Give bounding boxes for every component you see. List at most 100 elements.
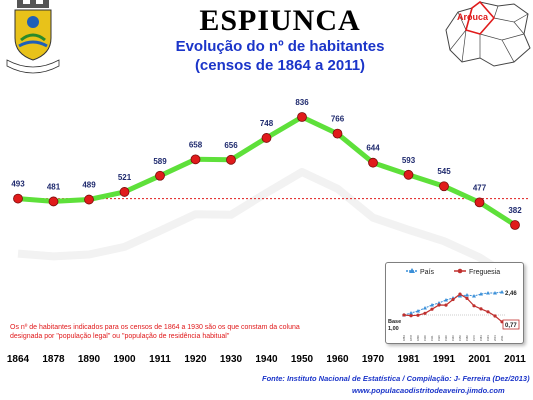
inset-x-tick-label: 2001	[493, 335, 497, 341]
inset-x-tick-label: 1991	[486, 335, 490, 341]
inset-point-pais	[430, 303, 434, 307]
legend-marker-pais	[409, 268, 415, 273]
inset-point-freguesia	[472, 304, 476, 308]
data-point	[297, 112, 307, 122]
inset-point-freguesia	[486, 310, 490, 314]
map-label: Arouca	[457, 12, 489, 22]
inset-point-freguesia	[493, 314, 497, 318]
source-footer: Fonte: Instituto Nacional de Estatística…	[262, 374, 530, 383]
x-tick-label: 1940	[255, 354, 278, 365]
data-label: 748	[260, 119, 274, 128]
legend-marker-freguesia	[457, 268, 463, 274]
inset-point-pais	[458, 294, 462, 298]
inset-point-freguesia	[402, 313, 406, 317]
inset-x-tick-label: 1940	[451, 335, 455, 341]
data-point	[48, 196, 59, 207]
x-tick-label: 1900	[113, 354, 136, 365]
inset-end-box-freguesia	[502, 319, 520, 330]
inset-point-freguesia	[458, 292, 462, 296]
inset-point-pais	[486, 291, 490, 295]
data-point	[84, 194, 94, 205]
inset-point-freguesia	[451, 297, 455, 302]
locator-map: Arouca	[440, 0, 533, 72]
website-footer: www.populacaodistritodeaveiro.jimdo.com	[352, 386, 505, 395]
inset-point-pais	[423, 306, 427, 310]
inset-x-tick-label: 1981	[479, 335, 483, 341]
data-label: 766	[331, 115, 345, 124]
inset-point-pais	[500, 290, 504, 294]
x-tick-label: 2011	[504, 354, 526, 365]
data-label: 593	[402, 156, 416, 165]
census-note: Os nº de habitantes indicados para os ce…	[10, 324, 300, 340]
inset-x-tick-label: 1911	[430, 335, 434, 341]
x-tick-label: 1920	[184, 354, 207, 365]
inset-base-label: Base	[388, 319, 401, 325]
legend-label-pais: País	[420, 269, 435, 276]
inset-x-tick-label: 1900	[423, 335, 427, 341]
x-tick-label: 1981	[397, 354, 420, 365]
data-point	[119, 187, 130, 197]
x-tick-label: 1930	[220, 354, 243, 365]
data-label: 644	[366, 144, 380, 153]
inset-point-freguesia	[465, 296, 469, 300]
data-label: 521	[118, 173, 132, 182]
inset-x-tick-label: 2011	[500, 335, 504, 341]
data-point	[332, 128, 343, 139]
data-point	[226, 154, 236, 165]
data-point	[190, 154, 201, 165]
x-tick-label: 1890	[78, 354, 101, 365]
data-point	[155, 170, 165, 181]
data-point	[439, 181, 449, 192]
x-tick-label: 1878	[42, 354, 65, 365]
data-point	[403, 169, 414, 180]
inset-point-freguesia	[409, 314, 413, 318]
x-tick-label: 1950	[291, 354, 314, 365]
data-label: 481	[47, 182, 61, 191]
x-tick-label: 1864	[7, 354, 30, 365]
data-label: 836	[295, 98, 309, 107]
inset-point-pais	[409, 311, 413, 315]
inset-point-pais	[416, 309, 420, 313]
x-tick-label: 1960	[326, 354, 349, 365]
x-tick-label: 1911	[149, 354, 171, 365]
data-label: 589	[153, 157, 167, 166]
data-point	[510, 220, 520, 230]
coat-of-arms-emblem	[3, 0, 63, 76]
inset-x-tick-label: 1920	[437, 335, 441, 341]
inset-point-pais	[472, 294, 476, 298]
data-label: 656	[224, 141, 238, 150]
inset-point-freguesia	[423, 311, 427, 315]
inset-comparison-chart: País Freguesia Base 1,00 2,46 0,77 1864 1878 189…	[385, 262, 524, 344]
data-point	[13, 193, 23, 204]
inset-end-label-freguesia: 0,77	[505, 323, 517, 329]
data-label: 545	[437, 167, 451, 176]
data-point	[261, 133, 272, 143]
page-title: ESPIUNCA	[199, 4, 361, 37]
inset-end-label-pais: 2,46	[505, 291, 517, 297]
inset-point-freguesia	[479, 307, 483, 311]
inset-x-tick-label: 1960	[465, 335, 469, 341]
inset-x-tick-label: 1930	[444, 335, 448, 341]
x-tick-label: 1991	[433, 354, 456, 365]
data-label: 658	[189, 140, 203, 149]
data-label: 477	[473, 183, 487, 192]
inset-point-freguesia	[437, 303, 441, 307]
data-point	[474, 197, 485, 208]
inset-point-pais	[444, 298, 448, 302]
data-label: 382	[508, 206, 522, 215]
chart-subtitle-line-1: Evolução do nº de habitantes	[175, 38, 385, 55]
inset-point-freguesia	[444, 303, 448, 307]
inset-x-tick-label: 1878	[409, 335, 413, 341]
inset-x-tick-label: 1890	[416, 335, 420, 341]
inset-point-pais	[479, 292, 483, 296]
line-shadow	[17, 168, 518, 284]
data-point	[368, 157, 378, 168]
chart-subtitle-line-2: (censos de 1864 a 2011)	[194, 57, 366, 74]
inset-base-value: 1,00	[388, 326, 399, 332]
inset-point-pais	[465, 293, 469, 297]
inset-point-pais	[493, 291, 497, 295]
inset-x-tick-label: 1950	[458, 335, 462, 341]
legend-label-freguesia: Freguesia	[469, 269, 500, 276]
